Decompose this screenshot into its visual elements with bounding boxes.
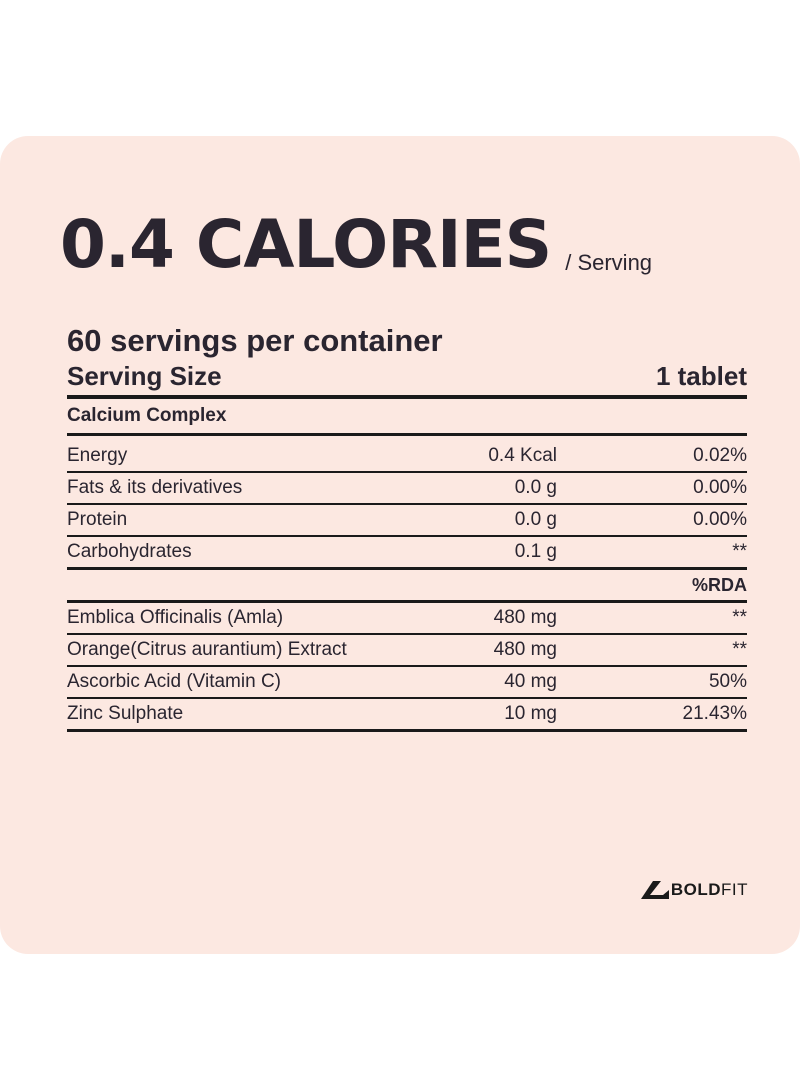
ingredient-rda: 50%	[708, 671, 747, 692]
ingredient-name: Emblica Officinalis (Amla)	[67, 607, 284, 628]
nutrient-name: Protein	[67, 509, 128, 530]
table-row: Orange(Citrus aurantium) Extract 480 mg …	[67, 635, 747, 667]
brand-wordmark: BOLDFIT	[670, 880, 748, 899]
rda-header: %RDA	[691, 575, 747, 595]
nutrient-amount: 0.1 g	[514, 541, 557, 562]
nutrient-name: Fats & its derivatives	[67, 477, 243, 498]
nutrient-percent: 0.00%	[693, 509, 747, 530]
ingredient-rda: **	[732, 639, 747, 660]
table-row: Emblica Officinalis (Amla) 480 mg **	[67, 603, 747, 635]
calories-headline: 0.4 CALORIES / Serving	[60, 212, 652, 278]
servings-per-container: 60 servings per container	[67, 323, 443, 358]
ingredient-amount: 40 mg	[504, 671, 557, 692]
rda-header-row: %RDA	[67, 570, 747, 603]
nutrient-amount: 0.4 Kcal	[488, 445, 557, 466]
ingredient-amount: 480 mg	[493, 607, 557, 628]
ingredient-amount: 480 mg	[493, 639, 557, 660]
nutrient-amount: 0.0 g	[514, 477, 557, 498]
nutrition-facts-panel: 60 servings per container Serving Size 1…	[67, 322, 747, 732]
nutrient-percent: **	[732, 541, 747, 562]
ingredient-amount: 10 mg	[504, 703, 557, 724]
nutrient-percent: 0.02%	[693, 445, 747, 466]
table-row: Zinc Sulphate 10 mg 21.43%	[67, 699, 747, 732]
nutrient-name: Carbohydrates	[67, 541, 192, 562]
section-title: Calcium Complex	[67, 399, 747, 436]
serving-size-label: Serving Size	[67, 361, 222, 391]
table-row: Carbohydrates 0.1 g **	[67, 537, 747, 570]
ingredient-rda: 21.43%	[682, 703, 747, 724]
nutrition-card	[0, 136, 800, 954]
ingredient-rda: **	[732, 607, 747, 628]
table-row: Energy 0.4 Kcal 0.02%	[67, 441, 747, 473]
calories-value: 0.4 CALORIES	[60, 206, 552, 283]
nutrient-percent: 0.00%	[693, 477, 747, 498]
table-row: Fats & its derivatives 0.0 g 0.00%	[67, 473, 747, 505]
table-row: Protein 0.0 g 0.00%	[67, 505, 747, 537]
ingredient-name: Ascorbic Acid (Vitamin C)	[67, 671, 281, 692]
ingredient-name: Zinc Sulphate	[67, 703, 184, 724]
ingredient-name: Orange(Citrus aurantium) Extract	[67, 639, 347, 660]
serving-size-value: 1 tablet	[655, 361, 747, 391]
brand-logo: BOLDFIT	[640, 880, 748, 900]
serving-size-row: Serving Size 1 tablet	[67, 360, 747, 399]
nutrient-amount: 0.0 g	[514, 509, 557, 530]
nutrient-name: Energy	[67, 445, 128, 466]
table-row: Ascorbic Acid (Vitamin C) 40 mg 50%	[67, 667, 747, 699]
brand-mark-icon	[640, 881, 669, 899]
calories-unit: / Serving	[565, 250, 653, 275]
